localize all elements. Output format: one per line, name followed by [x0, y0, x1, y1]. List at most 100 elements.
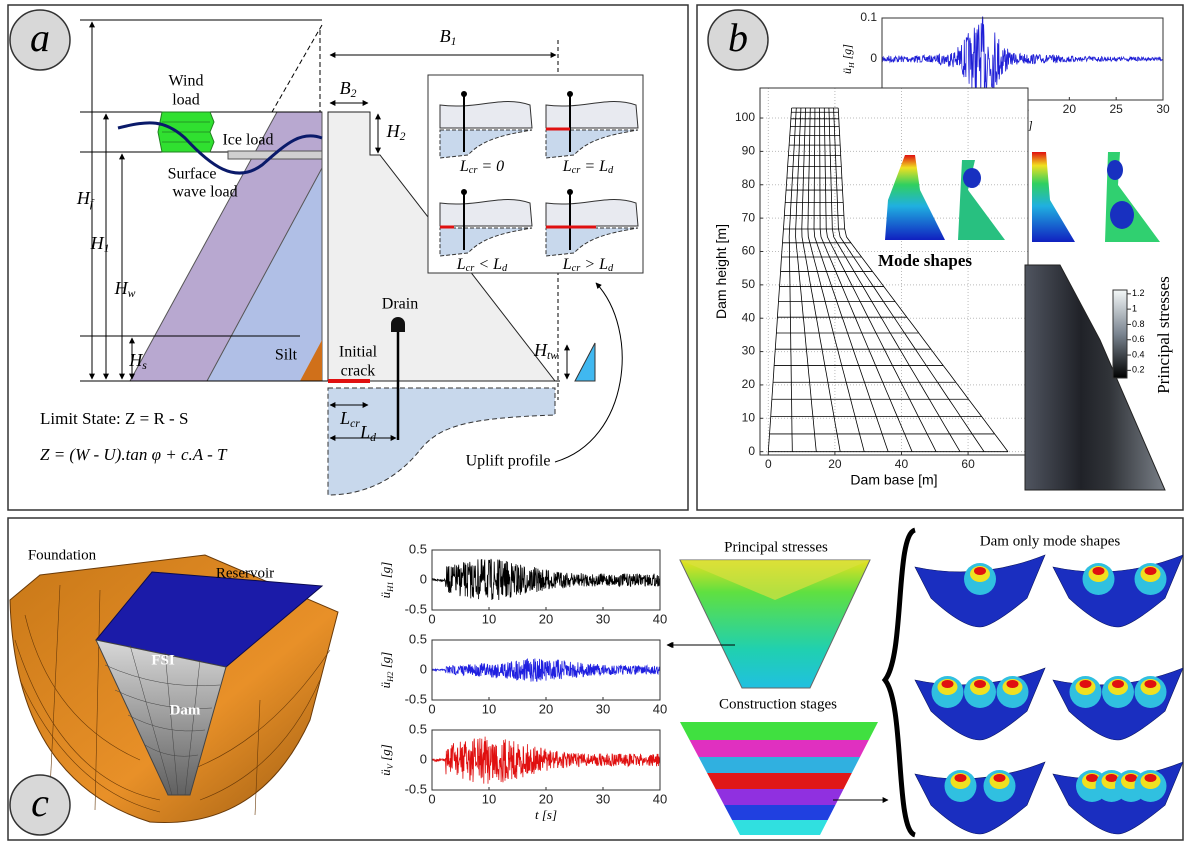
text-run: = 0: [477, 158, 504, 175]
text-run: [g]: [378, 744, 393, 764]
mode-lobe: [1125, 774, 1137, 782]
x-tick-label: 30: [596, 611, 610, 626]
text-run: H: [533, 340, 548, 360]
y-tick-label: 0.5: [409, 631, 427, 646]
text-run: B: [340, 78, 351, 98]
y-tick-label: 80: [742, 177, 756, 191]
load-label: Ice load: [222, 132, 273, 149]
inset-drain-head: [567, 189, 573, 195]
load-label: wave load: [172, 184, 237, 201]
x-tick-label: 20: [1063, 102, 1077, 116]
subscript: 1: [104, 242, 110, 255]
text-run: < L: [474, 256, 502, 273]
subscript: d: [370, 431, 376, 444]
x-tick-label: 10: [482, 791, 496, 806]
y-tick-label: 50: [742, 277, 756, 291]
mode-lobe: [955, 774, 967, 782]
x-tick-label: 20: [539, 791, 553, 806]
mode-lobe: [994, 774, 1006, 782]
y-tick-label: 0.5: [409, 721, 427, 736]
subscript: d: [608, 165, 614, 176]
text-run: H: [76, 188, 91, 208]
colorbar-tick-label: 1: [1132, 304, 1137, 314]
inset-dam: [440, 101, 532, 128]
caption: Dam only mode shapes: [980, 533, 1121, 549]
x-tick-label: 20: [828, 457, 842, 471]
colorbar: [1113, 290, 1127, 378]
subscript: 2: [351, 87, 357, 100]
x-tick-label: 0: [765, 457, 772, 471]
page: { "panel_a": { "label": "a", "wind_load"…: [0, 0, 1188, 845]
x-axis-label: Dam base [m]: [850, 472, 937, 488]
caption: Mode shapes: [878, 251, 972, 270]
y-tick-label: -0.5: [405, 691, 427, 706]
y-tick-label: 0: [420, 571, 427, 586]
panel-label: b: [728, 15, 748, 60]
mode-lobe: [1093, 567, 1105, 575]
text-run: [g]: [840, 44, 854, 63]
subscript: H1: [385, 582, 395, 593]
x-tick-label: 60: [961, 457, 975, 471]
panel-label: c: [31, 780, 49, 825]
x-tick-label: 0: [428, 611, 435, 626]
y-tick-label: 0: [870, 51, 877, 65]
caption: Principal stresses: [724, 539, 828, 555]
inset-drain-head: [567, 91, 573, 97]
subscript: d: [608, 263, 614, 274]
text-run: L: [562, 158, 572, 175]
model-label: Dam: [170, 702, 201, 718]
text-run: Dam height [m]: [713, 224, 729, 319]
subscript: d: [502, 263, 508, 274]
y-tick-label: -0.5: [405, 601, 427, 616]
y-tick-label: 0: [420, 751, 427, 766]
mode-lobe: [1145, 567, 1157, 575]
label: Drain: [382, 296, 418, 313]
y-tick-label: -0.5: [405, 781, 427, 796]
crack-case: Lcr < Ld: [456, 256, 508, 275]
y-tick-label: 0: [748, 444, 755, 458]
x-tick-label: 25: [1109, 102, 1123, 116]
x-tick-label: 30: [596, 701, 610, 716]
inset-drain-head: [461, 91, 467, 97]
x-tick-label: 0: [428, 701, 435, 716]
load-label: Wind: [169, 73, 204, 90]
inset-dam: [546, 101, 638, 128]
y-tick-label: 60: [742, 244, 756, 258]
text-run: L: [562, 256, 572, 273]
text-run: L: [339, 408, 350, 428]
y-axis-label: üH [g]: [840, 44, 856, 74]
subscript: s: [142, 359, 147, 372]
subscript: cr: [350, 417, 360, 430]
colorbar-tick-label: 1.2: [1132, 288, 1145, 298]
text-run: H: [114, 278, 129, 298]
mode-lobe: [1145, 680, 1157, 688]
x-tick-label: 40: [653, 611, 667, 626]
x-tick-label: 10: [482, 611, 496, 626]
colorbar-tick-label: 0.2: [1132, 365, 1145, 375]
subscript: w: [128, 287, 136, 300]
text-run: = L: [580, 158, 608, 175]
text-run: L: [456, 256, 466, 273]
y-tick-label: 70: [742, 210, 756, 224]
text-run: H: [90, 233, 105, 253]
inset-dam: [546, 199, 638, 226]
y-tick-label: 100: [735, 110, 755, 124]
text-run: L: [459, 158, 469, 175]
text-run: [g]: [378, 652, 393, 672]
text-run: > L: [580, 256, 608, 273]
caption: Construction stages: [719, 696, 837, 712]
crack-case: Lcr = 0: [459, 158, 504, 177]
y-tick-label: 40: [742, 310, 756, 324]
y-tick-label: 30: [742, 344, 756, 358]
y-tick-label: 10: [742, 410, 756, 424]
y-tick-label: 0.1: [860, 10, 877, 24]
model-label: FSI: [151, 652, 175, 668]
x-tick-label: 20: [539, 701, 553, 716]
equation: Z = (W - U).tan φ + c.A - T: [40, 445, 228, 464]
label: Silt: [275, 347, 298, 364]
x-tick-label: 30: [596, 791, 610, 806]
y-axis-label: üV [g]: [378, 744, 395, 776]
mode-lobe: [1106, 774, 1118, 782]
subscript: 2: [400, 130, 406, 143]
y-tick-label: 20: [742, 377, 756, 391]
